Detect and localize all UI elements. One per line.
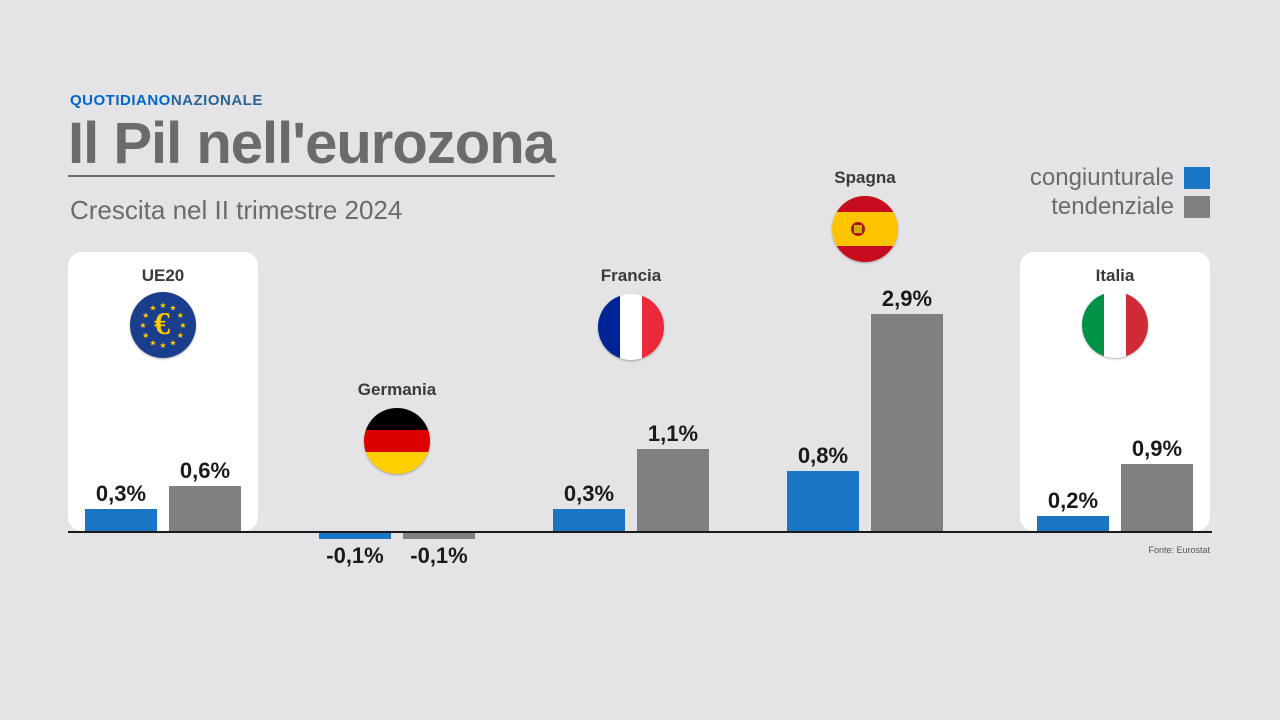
svg-text:★: ★ xyxy=(139,321,146,330)
group-ue20: UE20 ★★★★★★★★★★★★€ 0,3% 0,6% xyxy=(68,260,258,620)
svg-text:★: ★ xyxy=(159,341,166,350)
de-flag-icon xyxy=(364,408,430,474)
group-germania: Germania -0,1% -0,1% xyxy=(302,260,492,620)
group-label: Spagna xyxy=(770,168,960,188)
group-spagna: Spagna0,8%2,9% xyxy=(770,260,960,620)
bar-value-label: 0,8% xyxy=(798,443,848,469)
bar-value-label: 0,3% xyxy=(564,481,614,507)
logo-part-1: QUOTIDIANO xyxy=(70,92,171,109)
bar-value-label: 0,6% xyxy=(180,458,230,484)
bar-congiunturale xyxy=(85,509,157,532)
group-francia: Francia 0,3% 1,1% xyxy=(536,260,726,620)
bar-value-label: 1,1% xyxy=(648,421,698,447)
svg-text:★: ★ xyxy=(169,304,176,313)
group-label: Italia xyxy=(1020,266,1210,286)
svg-text:★: ★ xyxy=(177,331,184,340)
bar-congiunturale xyxy=(553,509,625,532)
source-logo: QUOTIDIANONAZIONALE xyxy=(70,92,263,109)
bar-value-label: -0,1% xyxy=(326,543,383,569)
svg-text:★: ★ xyxy=(169,338,176,347)
it-flag-icon xyxy=(1082,292,1148,358)
es-flag-icon xyxy=(832,196,898,262)
legend: congiunturale tendenziale xyxy=(1030,164,1210,222)
svg-text:★: ★ xyxy=(177,311,184,320)
bar-value-label: 0,2% xyxy=(1048,488,1098,514)
group-label: Germania xyxy=(302,380,492,400)
chart-subtitle: Crescita nel II trimestre 2024 xyxy=(70,195,402,226)
legend-label: congiunturale xyxy=(1030,164,1174,193)
bar-congiunturale xyxy=(1037,516,1109,531)
bar-value-label: 2,9% xyxy=(882,286,932,312)
baseline xyxy=(68,531,1212,533)
bar-tendenziale xyxy=(169,486,241,531)
bar-congiunturale xyxy=(787,471,859,531)
eu-flag-icon: ★★★★★★★★★★★★€ xyxy=(130,292,196,358)
group-label: UE20 xyxy=(68,266,258,286)
source-text: Fonte: Eurostat xyxy=(1148,545,1210,555)
bar-value-label: -0,1% xyxy=(410,543,467,569)
bar-chart: UE20 ★★★★★★★★★★★★€ 0,3% 0,6% Germania -0,1% -0… xyxy=(68,260,1212,620)
bar-value-label: 0,9% xyxy=(1132,436,1182,462)
legend-swatch xyxy=(1184,196,1210,218)
group-label: Francia xyxy=(536,266,726,286)
legend-label: tendenziale xyxy=(1051,193,1174,222)
bar-tendenziale xyxy=(1121,464,1193,532)
legend-item-congiunturale: congiunturale xyxy=(1030,164,1210,193)
fr-flag-icon xyxy=(598,294,664,360)
svg-text:★: ★ xyxy=(142,331,149,340)
bar-tendenziale xyxy=(871,314,943,532)
bar-value-label: 0,3% xyxy=(96,481,146,507)
group-italia: Italia 0,2% 0,9% xyxy=(1020,260,1210,620)
legend-swatch xyxy=(1184,167,1210,189)
legend-item-tendenziale: tendenziale xyxy=(1030,193,1210,222)
svg-text:★: ★ xyxy=(179,321,186,330)
logo-part-2: NAZIONALE xyxy=(171,92,263,109)
svg-text:€: € xyxy=(154,305,170,341)
svg-text:★: ★ xyxy=(142,311,149,320)
bar-tendenziale xyxy=(637,449,709,532)
chart-title: Il Pil nell'eurozona xyxy=(68,115,555,177)
